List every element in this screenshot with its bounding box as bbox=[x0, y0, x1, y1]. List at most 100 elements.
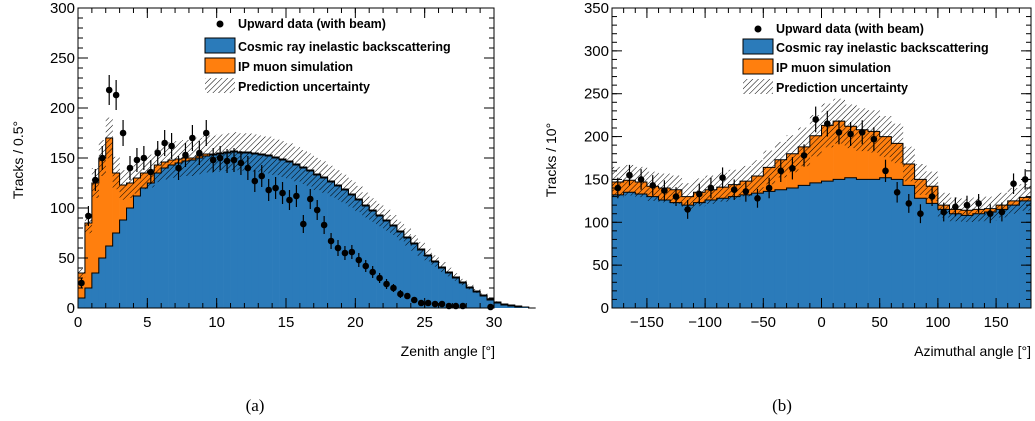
cosmic-bar bbox=[623, 192, 636, 308]
cosmic-bar bbox=[646, 196, 659, 308]
ip-bar bbox=[844, 126, 857, 178]
data-point bbox=[905, 200, 913, 207]
cosmic-bar bbox=[902, 185, 915, 308]
x-tick-label: 10 bbox=[208, 314, 225, 331]
cosmic-bar bbox=[98, 258, 107, 308]
y-tick-label: 300 bbox=[50, 0, 75, 17]
cosmic-bar bbox=[299, 168, 308, 308]
legend-cosmic-label: Cosmic ray inelastic backscattering bbox=[776, 41, 989, 55]
cosmic-bar bbox=[362, 206, 370, 308]
cosmic-bar bbox=[445, 273, 453, 308]
cosmic-bar bbox=[396, 232, 405, 308]
panel-a-x-axis-label: Zenith angle [°] bbox=[401, 343, 495, 359]
uncertainty-band-bin bbox=[809, 115, 822, 157]
uncertainty-band-bin bbox=[466, 284, 474, 290]
uncertainty-band-bin bbox=[133, 162, 141, 194]
data-point bbox=[161, 139, 168, 147]
uncertainty-band-bin bbox=[500, 303, 509, 305]
cosmic-bar bbox=[258, 155, 266, 308]
cosmic-bar bbox=[926, 203, 939, 308]
y-tick-label: 150 bbox=[584, 171, 609, 188]
legend-ip-label: IP muon simulation bbox=[238, 60, 353, 74]
data-point bbox=[963, 201, 971, 209]
uncertainty-band-bin bbox=[431, 255, 439, 267]
data-point bbox=[230, 156, 238, 164]
cosmic-bar bbox=[147, 183, 155, 308]
cosmic-bar bbox=[140, 188, 148, 308]
cosmic-bar bbox=[244, 153, 252, 308]
uncertainty-band-bin bbox=[251, 134, 259, 172]
uncertainty-band-bin bbox=[119, 170, 127, 200]
uncertainty-band-bin bbox=[313, 157, 321, 191]
cosmic-bar bbox=[320, 178, 328, 308]
y-tick-label: 50 bbox=[58, 250, 75, 267]
uncertainty-band-bin bbox=[265, 136, 273, 174]
x-tick-label: −100 bbox=[688, 314, 722, 331]
legend-unc-label: Prediction uncertainty bbox=[238, 80, 370, 94]
uncertainty-band-bin bbox=[320, 161, 328, 193]
uncertainty-band-bin bbox=[279, 141, 287, 177]
uncertainty-band-bin bbox=[410, 235, 418, 251]
cosmic-bar bbox=[494, 303, 502, 308]
uncertainty-band-bin bbox=[445, 267, 453, 277]
x-tick-label: 20 bbox=[347, 314, 364, 331]
data-point bbox=[196, 149, 203, 157]
data-point bbox=[279, 189, 286, 197]
ip-bar bbox=[868, 131, 880, 180]
y-tick-label: 50 bbox=[592, 257, 609, 274]
uncertainty-band-bin bbox=[188, 140, 197, 176]
data-point bbox=[237, 159, 245, 167]
data-point bbox=[209, 156, 217, 164]
uncertainty-band-bin bbox=[105, 117, 113, 159]
data-point bbox=[244, 164, 252, 172]
cosmic-bar bbox=[209, 155, 217, 308]
data-point bbox=[928, 193, 936, 200]
data-point bbox=[223, 157, 231, 165]
uncertainty-band-bin bbox=[438, 262, 446, 272]
data-point bbox=[175, 164, 182, 172]
cosmic-bar bbox=[265, 156, 273, 308]
data-point bbox=[92, 176, 99, 184]
y-tick-label: 150 bbox=[50, 150, 75, 167]
data-point bbox=[98, 154, 106, 162]
cosmic-bar bbox=[126, 208, 134, 308]
cosmic-bar bbox=[972, 213, 985, 308]
legend-cosmic-swatch bbox=[742, 38, 774, 55]
data-point bbox=[742, 188, 750, 195]
data-point bbox=[438, 300, 446, 308]
data-point bbox=[777, 167, 785, 175]
data-point bbox=[998, 208, 1006, 216]
x-tick-label: 50 bbox=[871, 314, 888, 331]
cosmic-bar bbox=[306, 171, 315, 308]
data-point bbox=[672, 193, 680, 200]
cosmic-bar bbox=[403, 238, 412, 308]
uncertainty-band-bin bbox=[926, 171, 939, 201]
data-point bbox=[410, 296, 418, 304]
ip-bar bbox=[84, 223, 93, 288]
cosmic-bar bbox=[500, 305, 509, 308]
cosmic-bar bbox=[466, 288, 474, 308]
data-point bbox=[286, 196, 293, 204]
x-tick-label: 150 bbox=[984, 314, 1009, 331]
cosmic-bar bbox=[313, 175, 321, 308]
data-point bbox=[182, 151, 189, 159]
data-point bbox=[417, 299, 425, 307]
ip-bar bbox=[809, 135, 822, 183]
cosmic-bar bbox=[480, 296, 488, 308]
cosmic-bar bbox=[459, 283, 467, 308]
legend-data-marker bbox=[216, 20, 224, 28]
cosmic-bar bbox=[154, 173, 162, 308]
data-point bbox=[695, 190, 703, 198]
data-point bbox=[334, 244, 342, 252]
data-point bbox=[800, 152, 808, 159]
cosmic-bar bbox=[410, 244, 419, 308]
cosmic-bar bbox=[216, 154, 224, 308]
ip-bar bbox=[98, 158, 107, 258]
uncertainty-band-bin bbox=[417, 241, 425, 257]
data-point bbox=[975, 200, 982, 207]
uncertainty-band-bin bbox=[396, 221, 405, 241]
data-point bbox=[893, 188, 901, 196]
uncertainty-band-bin bbox=[112, 156, 120, 190]
data-point bbox=[293, 192, 300, 200]
cosmic-bar bbox=[279, 160, 287, 308]
